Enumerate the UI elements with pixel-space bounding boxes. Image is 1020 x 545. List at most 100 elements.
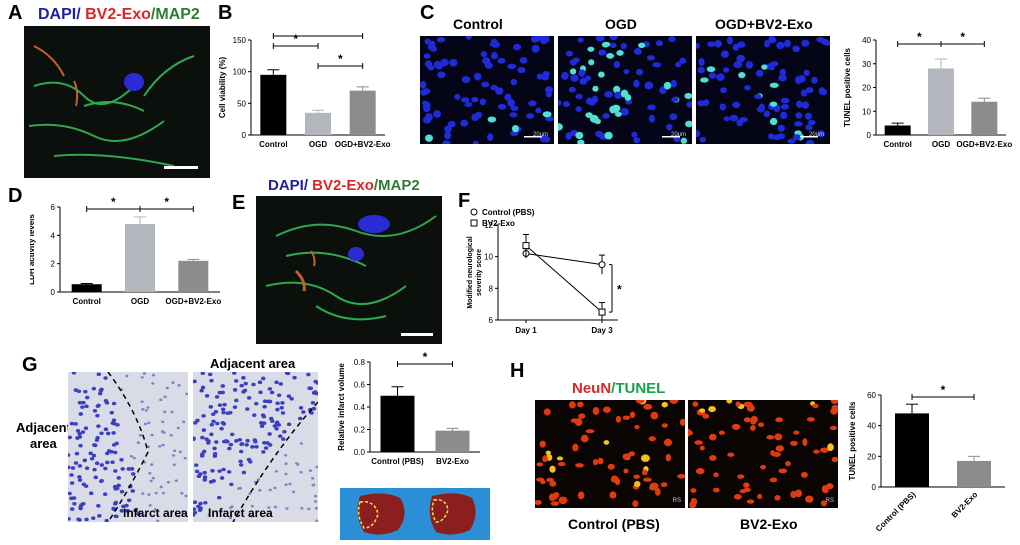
boundary-line <box>107 372 149 522</box>
data-point <box>598 261 606 269</box>
nissl-cell <box>69 481 75 485</box>
nucleus <box>510 105 519 111</box>
map2-label: /MAP2 <box>373 177 420 194</box>
panel-label-c: C <box>420 2 435 24</box>
bar <box>380 395 415 452</box>
nucleus <box>490 53 499 59</box>
nucleus <box>526 113 535 119</box>
cell <box>665 453 672 462</box>
nissl-cell <box>193 507 197 512</box>
nissl-cell <box>230 432 235 437</box>
nissl-cell <box>226 470 232 474</box>
nucleus <box>611 104 621 113</box>
cell <box>654 487 661 496</box>
nissl-cell <box>220 384 225 388</box>
nucleus <box>764 39 771 48</box>
adjacent-area-label-top: Adjacent area <box>210 356 296 371</box>
nissl-cell <box>262 440 267 445</box>
cell <box>757 493 763 500</box>
nissl-cell <box>105 460 110 465</box>
nissl-cell <box>148 504 152 507</box>
bar <box>435 430 470 452</box>
nucleus <box>489 41 499 47</box>
nucleus <box>722 67 730 73</box>
map2-label: /MAP2 <box>150 6 200 23</box>
cell <box>585 429 595 434</box>
nucleus <box>558 123 563 131</box>
y-axis-label: LDH activity levels <box>30 214 36 285</box>
nissl-cell <box>99 479 104 483</box>
nucleus <box>697 66 705 74</box>
nucleus <box>614 91 621 100</box>
cell <box>558 496 568 505</box>
nucleus <box>699 136 707 143</box>
nissl-cell <box>83 484 89 488</box>
nucleus <box>595 36 605 42</box>
nissl-cell <box>202 449 207 454</box>
cell <box>733 494 742 500</box>
nucleus <box>536 73 543 80</box>
nissl-cell <box>237 437 243 442</box>
scalebar <box>524 136 542 138</box>
micrograph-c-control: 20um <box>420 36 554 144</box>
nissl-cell <box>184 494 188 498</box>
nucleus <box>787 138 796 144</box>
y-tick-label: 0 <box>867 131 872 140</box>
nucleus <box>636 68 644 76</box>
nucleus <box>433 60 442 69</box>
nucleus <box>679 57 687 64</box>
y-tick-label: 0 <box>872 483 877 492</box>
nissl-cell <box>222 439 227 444</box>
nissl-cell <box>150 433 154 437</box>
bar <box>349 90 376 135</box>
nucleus <box>805 112 812 120</box>
nissl-cell <box>238 486 243 490</box>
nissl-cell <box>113 486 118 491</box>
nissl-cell <box>109 410 114 415</box>
cell <box>632 500 639 508</box>
y-tick-label: 20 <box>867 452 876 461</box>
nucleus <box>497 57 506 64</box>
nissl-cell <box>241 376 246 380</box>
nucleus <box>460 97 470 103</box>
scalebar-label: 20um <box>532 132 548 138</box>
nissl-cell <box>200 435 205 440</box>
nucleus <box>794 130 802 136</box>
nucleus <box>575 93 583 100</box>
cell <box>692 401 699 407</box>
nissl-cell <box>208 480 214 484</box>
cell <box>757 422 765 428</box>
nissl-cell <box>221 410 226 415</box>
nissl-cell <box>95 404 101 408</box>
nissl-cell <box>68 517 71 521</box>
nissl-cell <box>219 476 225 480</box>
cell <box>766 435 775 440</box>
nucleus <box>433 110 442 118</box>
nucleus <box>801 101 810 109</box>
nissl-cell <box>238 449 244 454</box>
data-point <box>598 308 606 316</box>
nucleus <box>733 61 743 69</box>
series-line <box>525 253 603 266</box>
panel-label-f: F <box>458 190 471 212</box>
bar <box>125 224 155 292</box>
nucleus <box>533 36 541 43</box>
nissl-cell <box>258 489 262 492</box>
nissl-cell <box>233 379 239 383</box>
scalebar-label: 20um <box>808 132 824 138</box>
nucleus <box>737 41 746 48</box>
nissl-cell <box>204 437 209 441</box>
nissl-cell <box>136 441 140 444</box>
legend-marker <box>470 219 478 227</box>
nissl-cell <box>125 508 130 513</box>
nucleus <box>427 64 435 71</box>
nissl-cell <box>243 381 248 386</box>
nucleus <box>473 72 482 81</box>
nissl-cell <box>161 491 165 495</box>
panel-label-e: E <box>232 192 246 214</box>
cell <box>695 468 705 475</box>
y-tick-label: 0.0 <box>354 448 366 457</box>
nissl-cell <box>201 414 206 418</box>
nucleus <box>719 103 726 111</box>
nucleus <box>442 140 451 144</box>
